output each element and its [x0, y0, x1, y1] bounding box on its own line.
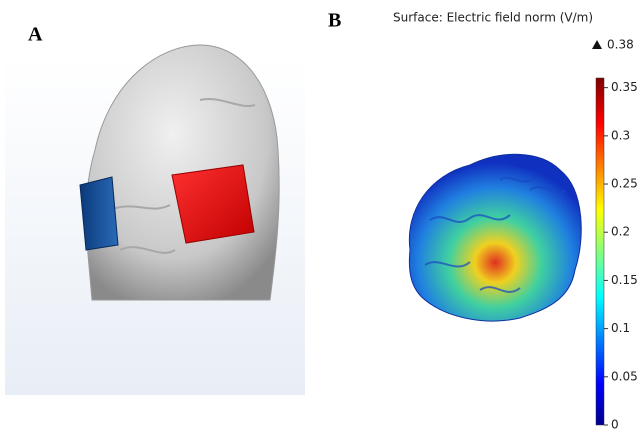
colorbar-tick-label: 0	[611, 418, 619, 432]
colorbar	[596, 78, 604, 425]
max-marker	[592, 40, 602, 49]
blue-electrode	[80, 177, 118, 250]
brain	[409, 154, 581, 321]
colorbar-tick-label: 0.15	[611, 273, 637, 287]
colorbar-tick-label: 0.1	[611, 321, 630, 335]
colorbar-tick-label: 0.2	[611, 225, 630, 239]
colorbar-tick-label: 0.05	[611, 369, 637, 383]
panel-label: B	[328, 10, 341, 32]
figure: A B Surface: Electric field norm (V/m) 0…	[0, 0, 637, 432]
red-electrode	[172, 165, 254, 243]
colorbar-max: 0.38	[607, 38, 634, 52]
colorbar-title: Surface: Electric field norm (V/m)	[393, 11, 593, 25]
colorbar-tick-label: 0.3	[611, 128, 630, 142]
panel-label: A	[28, 24, 43, 46]
colorbar-tick-label: 0.25	[611, 177, 637, 191]
colorbar-tick-label: 0.35	[611, 80, 637, 94]
